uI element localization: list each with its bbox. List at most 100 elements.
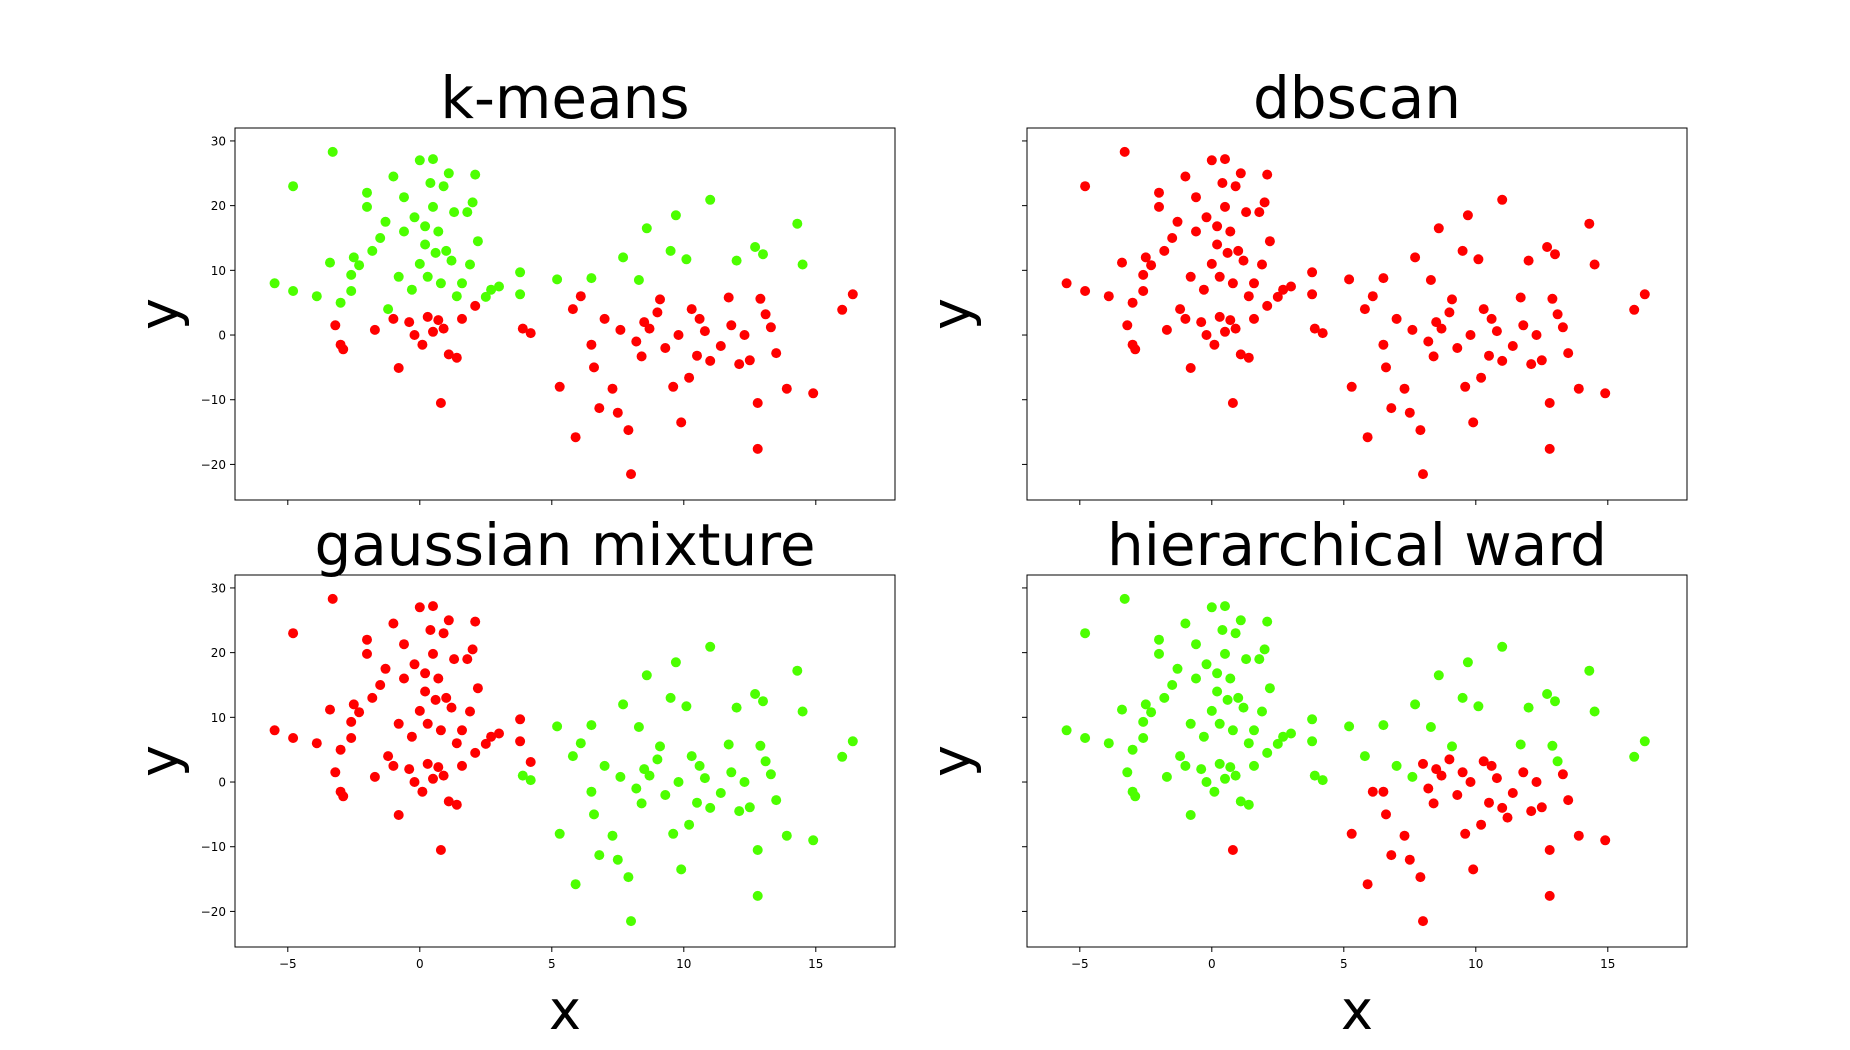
x-tick-label: 0 xyxy=(416,957,424,971)
data-point xyxy=(457,313,467,324)
data-point xyxy=(1262,300,1273,311)
data-point xyxy=(515,736,526,747)
data-point xyxy=(744,802,755,813)
data-point xyxy=(1497,641,1508,652)
data-point xyxy=(1404,407,1415,418)
data-point xyxy=(348,252,359,263)
data-point xyxy=(393,810,404,820)
data-point xyxy=(362,187,372,198)
data-point xyxy=(428,326,438,337)
data-point xyxy=(771,795,782,806)
data-point xyxy=(288,628,299,639)
data-point xyxy=(435,845,446,855)
x-tick-label: 0 xyxy=(1208,957,1216,971)
data-point xyxy=(1259,644,1270,655)
data-point xyxy=(1191,673,1201,684)
data-point xyxy=(1476,372,1487,383)
data-point xyxy=(525,775,536,786)
data-point xyxy=(1547,293,1558,304)
data-point xyxy=(451,291,462,302)
data-point xyxy=(1230,628,1241,639)
data-point xyxy=(1457,245,1468,256)
data-point xyxy=(1080,181,1091,192)
data-point xyxy=(393,363,404,373)
data-point xyxy=(1431,317,1442,328)
data-point xyxy=(470,300,481,311)
data-point xyxy=(1307,714,1318,725)
data-point xyxy=(1185,718,1196,729)
data-point xyxy=(1214,758,1225,769)
data-point xyxy=(446,255,457,266)
data-point xyxy=(1378,786,1389,797)
data-point xyxy=(422,311,433,322)
data-point xyxy=(1544,845,1555,855)
data-point xyxy=(404,317,415,328)
data-point xyxy=(1423,783,1434,794)
data-point xyxy=(1359,304,1370,315)
data-point xyxy=(554,381,565,392)
data-point xyxy=(425,625,436,635)
data-point xyxy=(1278,731,1289,742)
data-point xyxy=(1235,349,1246,360)
data-point xyxy=(1317,775,1328,786)
data-point xyxy=(1415,872,1426,883)
data-point xyxy=(1212,686,1223,697)
data-point xyxy=(1465,330,1476,340)
data-point xyxy=(1497,355,1508,366)
data-point xyxy=(1462,657,1473,668)
data-point xyxy=(1206,155,1217,166)
data-point xyxy=(1423,336,1434,347)
y-tick-label: 20 xyxy=(211,646,226,660)
panel-title: gaussian mixture xyxy=(314,511,815,579)
data-point xyxy=(369,771,380,782)
data-point xyxy=(1185,810,1196,820)
data-point xyxy=(1473,701,1484,712)
data-point xyxy=(1600,388,1611,399)
x-tick-label: −5 xyxy=(279,957,297,971)
data-point xyxy=(494,728,504,739)
data-point xyxy=(1172,663,1183,674)
data-point xyxy=(428,601,438,612)
data-point xyxy=(1286,728,1296,739)
data-point xyxy=(428,201,438,212)
data-point xyxy=(443,349,454,360)
data-point xyxy=(388,171,399,182)
data-point xyxy=(335,297,346,308)
data-point xyxy=(1159,245,1170,256)
data-point xyxy=(417,339,428,350)
plot-panel-0: −20 −10 0 10 20 30 k-means y xyxy=(128,64,896,505)
data-point xyxy=(618,252,629,263)
data-point xyxy=(1180,618,1191,629)
data-point xyxy=(1502,812,1513,823)
data-point xyxy=(467,197,478,208)
data-point xyxy=(1243,352,1254,363)
data-point xyxy=(1233,692,1244,703)
data-point xyxy=(586,339,597,350)
data-point xyxy=(409,212,420,223)
data-point xyxy=(1367,291,1378,302)
data-point xyxy=(715,788,726,798)
data-point xyxy=(684,819,695,830)
data-point xyxy=(1544,890,1555,901)
data-point xyxy=(1407,771,1418,782)
data-point xyxy=(1140,699,1151,710)
data-point xyxy=(1563,795,1574,806)
data-point xyxy=(1309,323,1320,334)
data-point xyxy=(525,328,536,339)
data-point xyxy=(1220,601,1230,612)
data-point xyxy=(1191,639,1201,650)
data-point xyxy=(1175,304,1186,315)
y-axis-label: y xyxy=(128,298,191,330)
data-point xyxy=(1589,706,1600,717)
data-point xyxy=(792,665,803,676)
data-point xyxy=(1225,673,1236,684)
data-point xyxy=(457,725,467,736)
data-point xyxy=(517,770,528,781)
data-point xyxy=(1103,738,1114,749)
data-point xyxy=(1386,850,1397,861)
x-axis-label: x xyxy=(549,979,581,1042)
y-tick-label: 10 xyxy=(211,264,226,278)
data-point xyxy=(1462,210,1473,221)
data-point xyxy=(438,323,449,334)
